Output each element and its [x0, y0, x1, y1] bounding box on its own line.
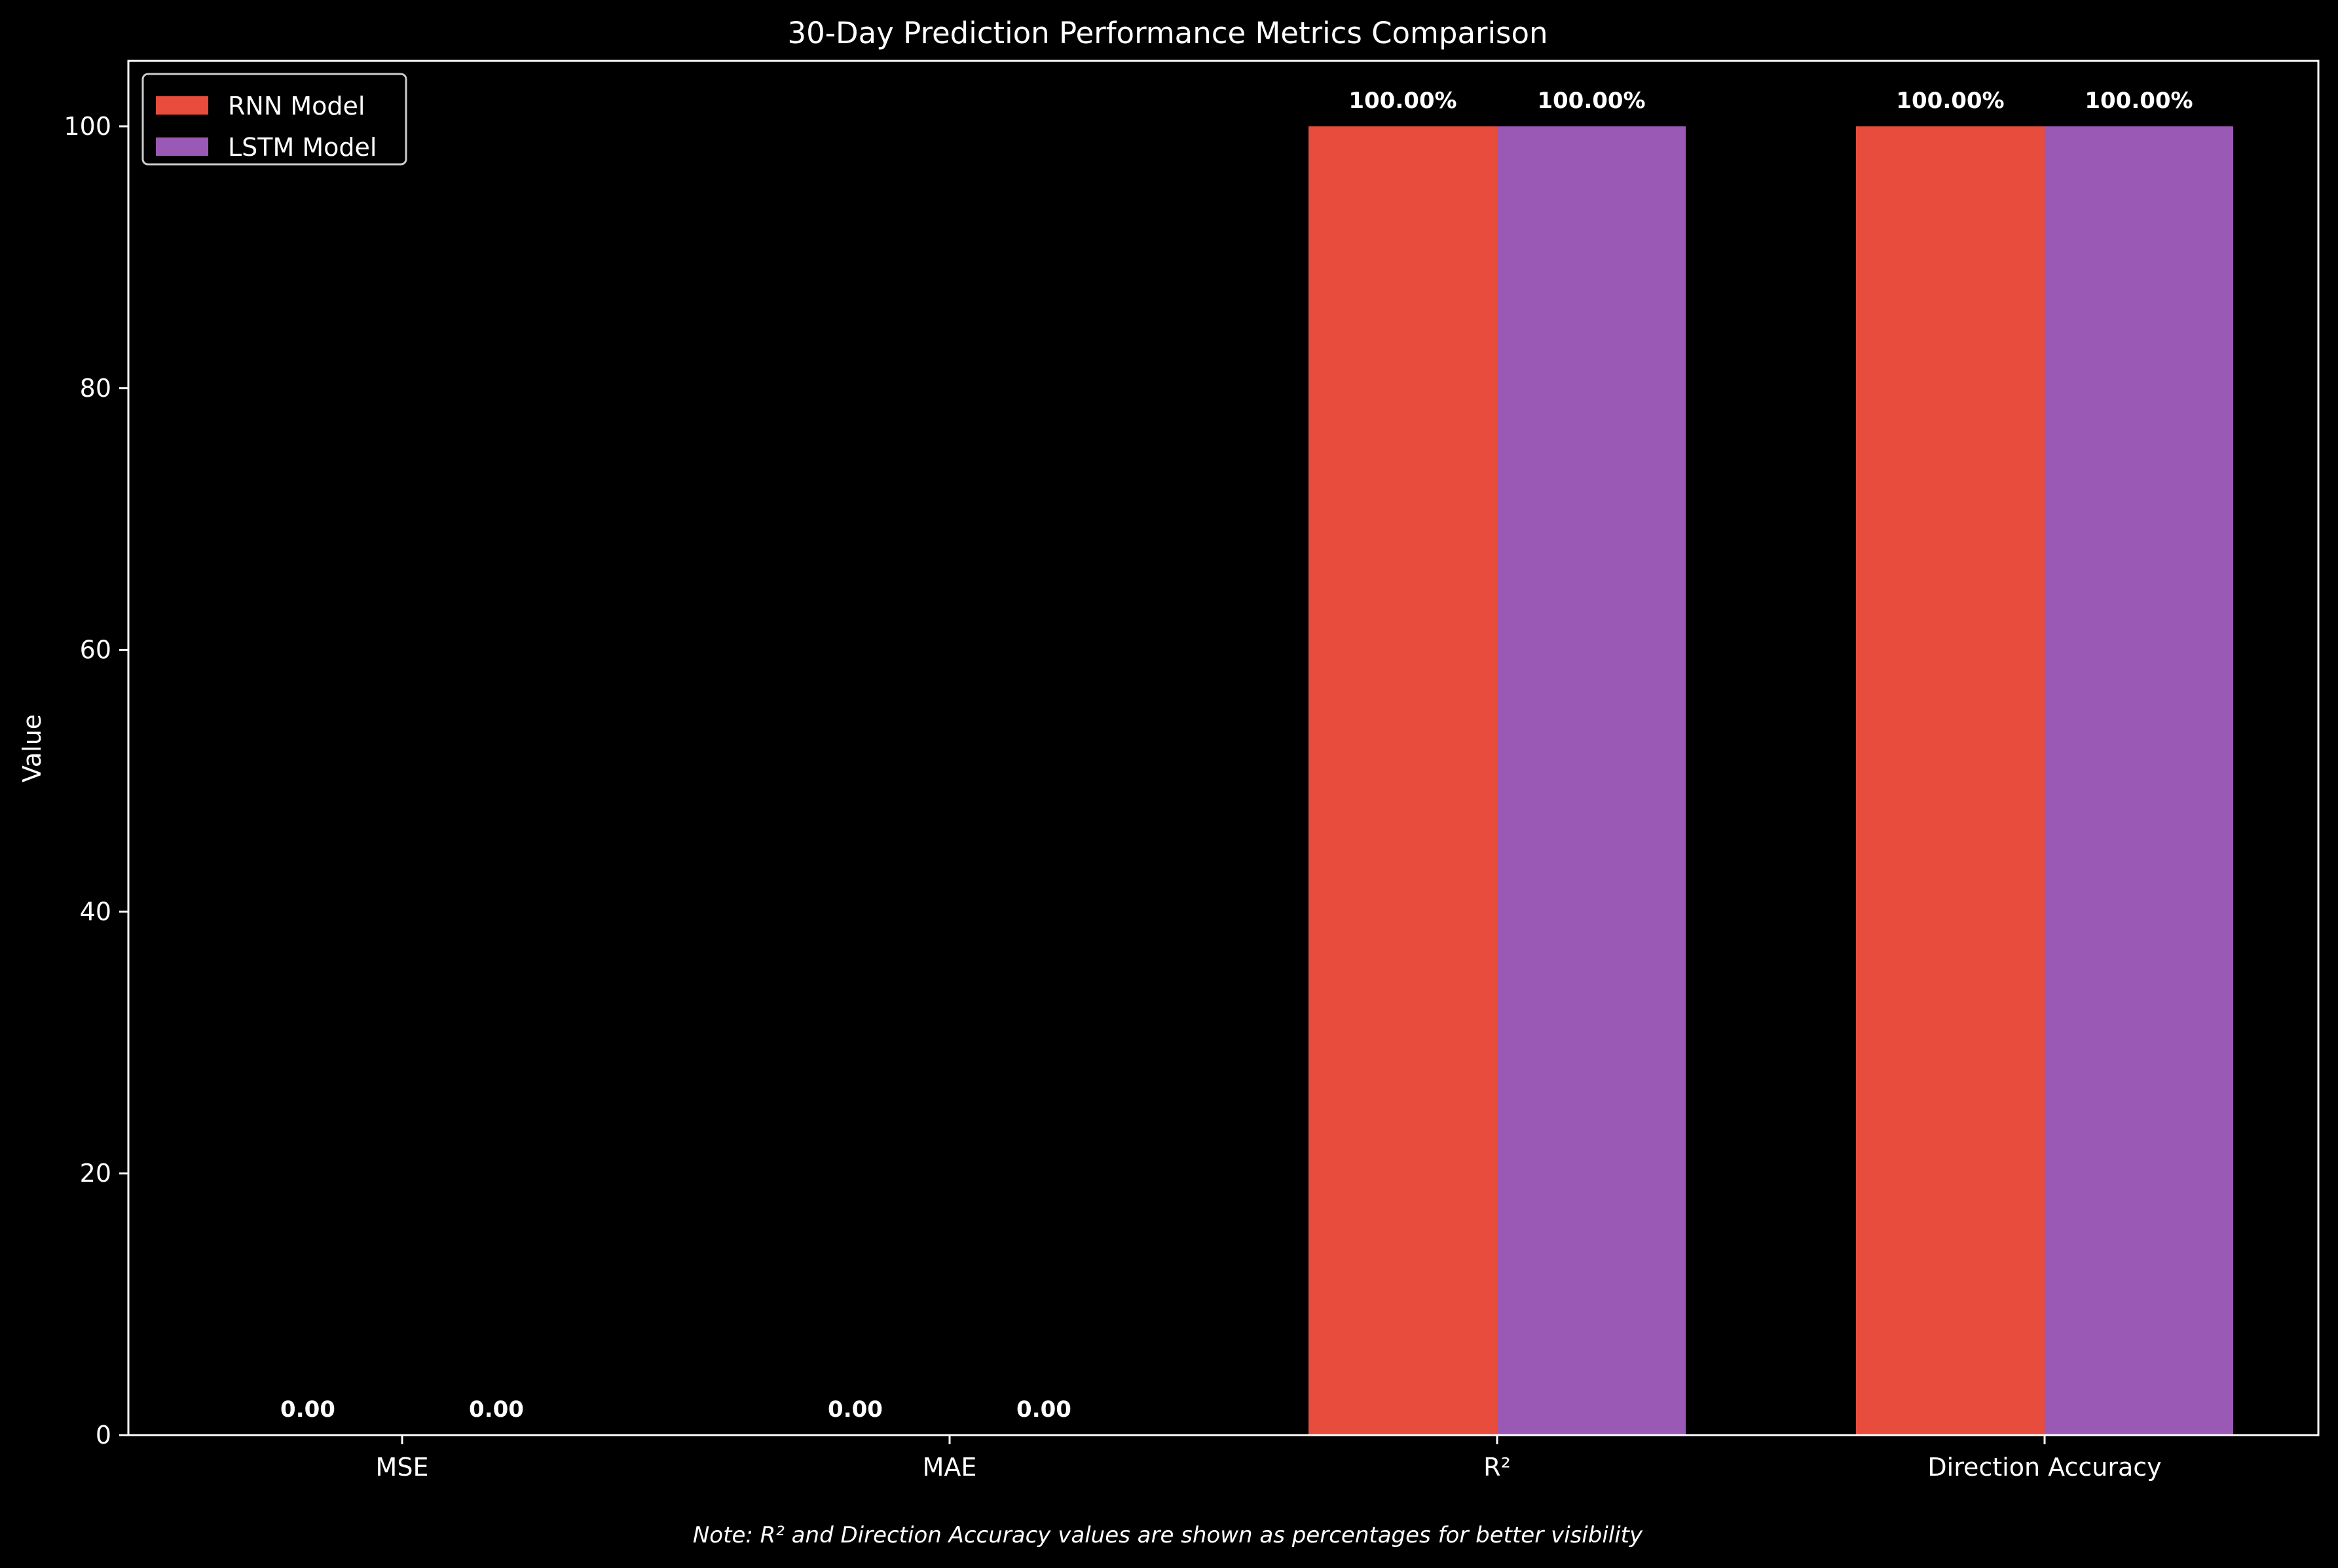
bar-lstm-model-2 — [1497, 126, 1686, 1435]
bar-lstm-model-3 — [2045, 126, 2233, 1435]
x-tick-label-2: R² — [1483, 1453, 1511, 1482]
bar-label-lstm-model-3: 100.00% — [2085, 88, 2193, 114]
bar-label-lstm-model-0: 0.00 — [469, 1396, 524, 1423]
bar-label-lstm-model-1: 0.00 — [1016, 1396, 1071, 1423]
x-tick-label-0: MSE — [376, 1453, 429, 1482]
y-tick-label-1: 20 — [80, 1159, 111, 1188]
plot-area: 0.00 0.00 0.00 0.00 100.00% 100.00% 100.00% 100… — [64, 60, 2320, 1482]
y-tick-label-4: 80 — [80, 374, 111, 403]
legend-box — [141, 73, 407, 166]
bar-label-rnn-model-1: 0.00 — [828, 1396, 883, 1423]
legend: RNN Model LSTM Model — [141, 73, 407, 166]
legend-label-1: LSTM Model — [228, 133, 377, 162]
bar-label-lstm-model-2: 100.00% — [1537, 88, 1645, 114]
plot-frame — [127, 60, 2320, 1436]
y-tick-label-3: 60 — [80, 636, 111, 665]
x-tick-label-3: Direction Accuracy — [1927, 1453, 2161, 1482]
bar-label-rnn-model-2: 100.00% — [1348, 88, 1457, 114]
y-tick-label-2: 40 — [80, 897, 111, 926]
bar-label-rnn-model-3: 100.00% — [1896, 88, 2004, 114]
chart-title: 30-Day Prediction Performance Metrics Co… — [787, 16, 1548, 50]
y-axis-label: Value — [18, 714, 46, 782]
legend-label-0: RNN Model — [228, 92, 365, 120]
bar-label-rnn-model-0: 0.00 — [280, 1396, 335, 1423]
legend-swatch-0 — [156, 96, 208, 115]
y-tick-label-0: 0 — [96, 1421, 111, 1449]
x-tick-label-1: MAE — [923, 1453, 977, 1482]
legend-swatch-1 — [156, 137, 208, 156]
y-tick-label-5: 100 — [64, 112, 111, 141]
chart-note: Note: R² and Direction Accuracy values a… — [693, 1522, 1643, 1548]
bar-rnn-model-3 — [1856, 126, 2045, 1435]
bar-rnn-model-2 — [1308, 126, 1497, 1435]
